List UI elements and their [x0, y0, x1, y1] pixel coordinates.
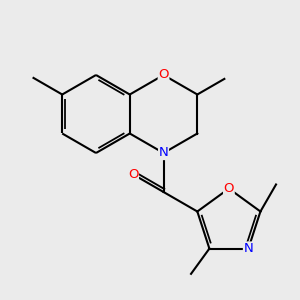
Text: N: N — [244, 242, 253, 255]
Text: N: N — [159, 146, 168, 160]
Text: O: O — [128, 168, 138, 181]
Text: O: O — [158, 68, 169, 82]
Text: O: O — [224, 182, 234, 195]
